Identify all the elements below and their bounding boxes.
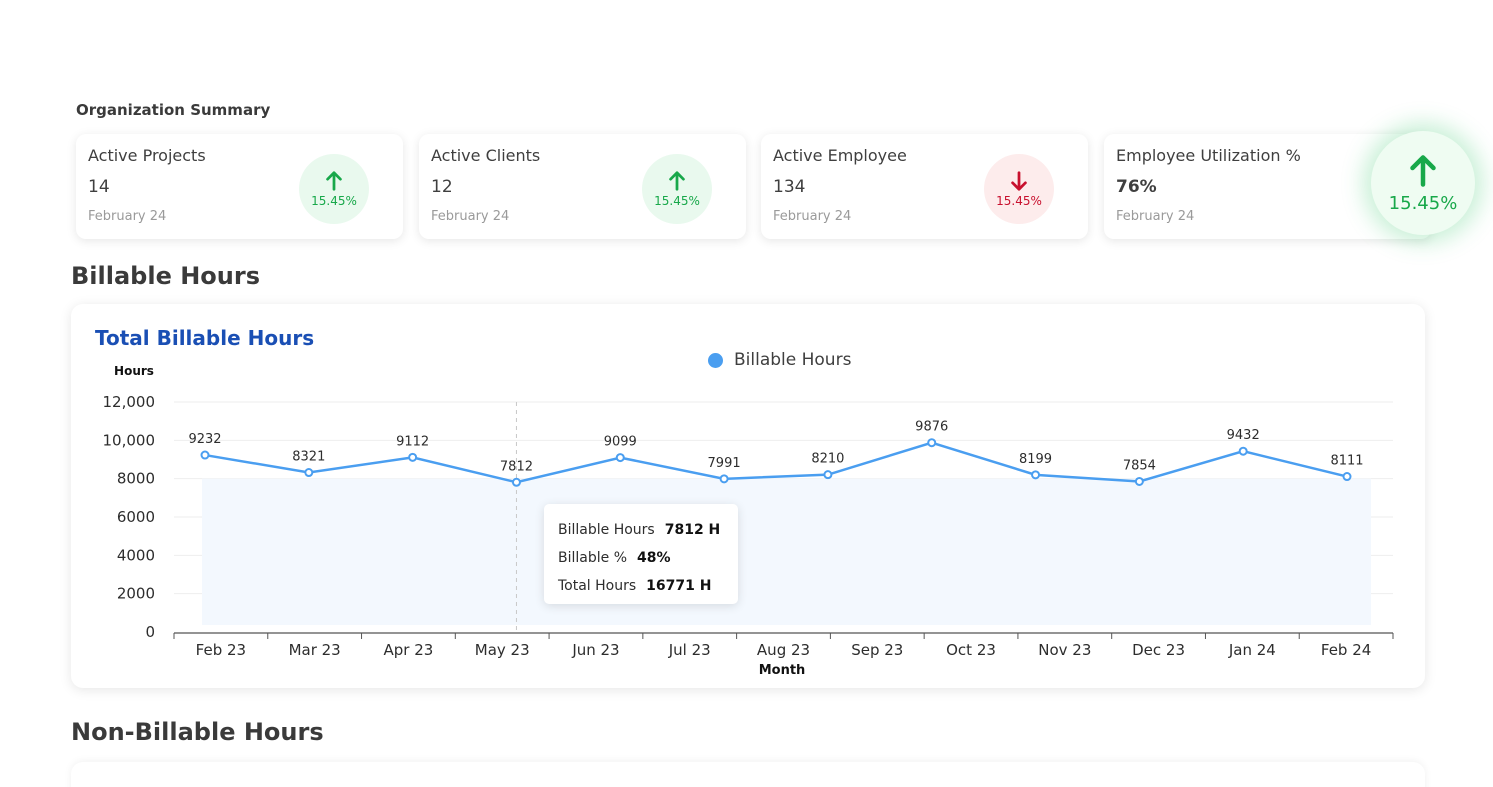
arrow-up-icon <box>1410 154 1436 187</box>
change-value: 15.45% <box>996 194 1042 208</box>
y-tick-label: 2000 <box>117 585 155 603</box>
legend-dot-icon <box>708 352 723 368</box>
tooltip-total-value: 16771 H <box>646 578 712 594</box>
data-label: 9432 <box>1227 428 1260 443</box>
tooltip-hours-value: 7812 H <box>664 522 721 538</box>
data-point <box>1342 472 1352 482</box>
data-point <box>1134 476 1144 486</box>
y-tick-label: 12,000 <box>103 393 156 411</box>
non-billable-chart-card <box>71 762 1425 787</box>
tooltip-row-pct: Billable % 48% <box>558 544 724 572</box>
tooltip-pct-value: 48% <box>637 550 671 566</box>
change-badge: 15.45% <box>1371 131 1475 235</box>
legend-label: Billable Hours <box>734 350 852 370</box>
card-value: 14 <box>88 177 110 197</box>
data-point <box>1238 446 1248 456</box>
x-tick-label: Feb 23 <box>196 641 246 659</box>
card-value: 12 <box>431 177 453 197</box>
data-point <box>511 477 521 487</box>
series-line <box>204 441 1348 484</box>
data-point <box>1031 470 1041 480</box>
data-point <box>200 450 210 460</box>
y-tick-label: 6000 <box>117 508 155 526</box>
tooltip-hours-label: Billable Hours <box>558 522 655 538</box>
tooltip-row-total: Total Hours 16771 H <box>558 572 724 600</box>
data-label: 7812 <box>500 459 533 474</box>
card-active-employee[interactable]: Active Employee 134 February 24 15.45% <box>761 134 1088 239</box>
card-active-projects[interactable]: Active Projects 14 February 24 15.45% <box>76 134 403 239</box>
change-value: 15.45% <box>311 194 357 208</box>
data-label: 8199 <box>1019 452 1052 467</box>
x-tick-label: Nov 23 <box>1038 641 1091 659</box>
card-employee-utilization[interactable]: Employee Utilization % 76% February 24 1… <box>1104 131 1475 239</box>
data-label: 8321 <box>292 450 325 465</box>
org-summary-title: Organization Summary <box>76 101 271 119</box>
billable-chart-card: Total Billable Hours Billable Hours 0 200… <box>71 304 1425 688</box>
data-point <box>927 438 937 448</box>
x-tick-label: Jun 23 <box>571 641 619 659</box>
arrow-up-icon <box>326 171 342 191</box>
change-value: 15.45% <box>654 194 700 208</box>
change-badge: 15.45% <box>984 154 1054 224</box>
tooltip-pct-label: Billable % <box>558 550 627 566</box>
data-label: 8210 <box>811 452 844 467</box>
card-date: February 24 <box>1116 209 1195 224</box>
data-point <box>408 452 418 462</box>
area-fill <box>202 478 1371 625</box>
x-tick-label: May 23 <box>475 641 530 659</box>
data-label: 9112 <box>396 434 429 449</box>
data-label: 8111 <box>1330 454 1363 469</box>
y-tick-label: 10,000 <box>103 431 156 449</box>
tooltip-total-label: Total Hours <box>558 578 637 594</box>
data-label: 9099 <box>604 435 637 450</box>
x-tick-label: Apr 23 <box>384 641 434 659</box>
x-tick-label: Sep 23 <box>851 641 903 659</box>
non-billable-hours-heading: Non-Billable Hours <box>71 718 324 746</box>
card-label: Active Employee <box>773 146 907 165</box>
card-date: February 24 <box>88 209 167 224</box>
data-label: 7854 <box>1123 458 1156 473</box>
card-label: Active Projects <box>88 146 206 165</box>
y-axis-label: Hours <box>114 364 154 378</box>
y-tick-label: 0 <box>145 623 155 641</box>
x-tick-label: Jan 24 <box>1228 641 1276 659</box>
billable-hours-heading: Billable Hours <box>71 262 260 290</box>
billable-line-chart[interactable]: 0 2000 4000 6000 8000 10,000 12,000 Hours Feb 2… <box>71 304 1425 688</box>
data-point <box>304 468 314 478</box>
x-tick-label: Dec 23 <box>1132 641 1185 659</box>
data-label: 9876 <box>915 420 948 435</box>
card-date: February 24 <box>773 209 852 224</box>
chart-title: Total Billable Hours <box>95 326 315 350</box>
x-tick-label: Jul 23 <box>668 641 711 659</box>
tooltip-row-hours: Billable Hours 7812 H <box>558 516 724 544</box>
card-label: Employee Utilization % <box>1116 146 1301 165</box>
card-value: 134 <box>773 177 806 197</box>
x-tick-label: Mar 23 <box>289 641 341 659</box>
x-tick-label: Oct 23 <box>946 641 996 659</box>
y-tick-label: 8000 <box>117 470 155 488</box>
card-active-clients[interactable]: Active Clients 12 February 24 15.45% <box>419 134 746 239</box>
card-label: Active Clients <box>431 146 541 165</box>
y-tick-label: 4000 <box>117 546 155 564</box>
data-label: 7991 <box>708 456 741 471</box>
card-date: February 24 <box>431 209 510 224</box>
change-badge: 15.45% <box>642 154 712 224</box>
change-badge: 15.45% <box>299 154 369 224</box>
x-tick-label: Aug 23 <box>757 641 810 659</box>
chart-legend[interactable]: Billable Hours <box>708 350 851 370</box>
chart-tooltip: Billable Hours 7812 H Billable % 48% Tot… <box>544 504 738 604</box>
x-axis-label: Month <box>759 663 806 678</box>
x-tick-label: Feb 24 <box>1321 641 1371 659</box>
data-label: 9232 <box>188 432 221 447</box>
data-point <box>823 470 833 480</box>
card-value: 76% <box>1116 177 1157 197</box>
arrow-up-icon <box>669 171 685 191</box>
data-point <box>719 474 729 484</box>
arrow-down-icon <box>1011 171 1027 191</box>
change-value: 15.45% <box>1388 192 1458 214</box>
data-point <box>615 453 625 463</box>
